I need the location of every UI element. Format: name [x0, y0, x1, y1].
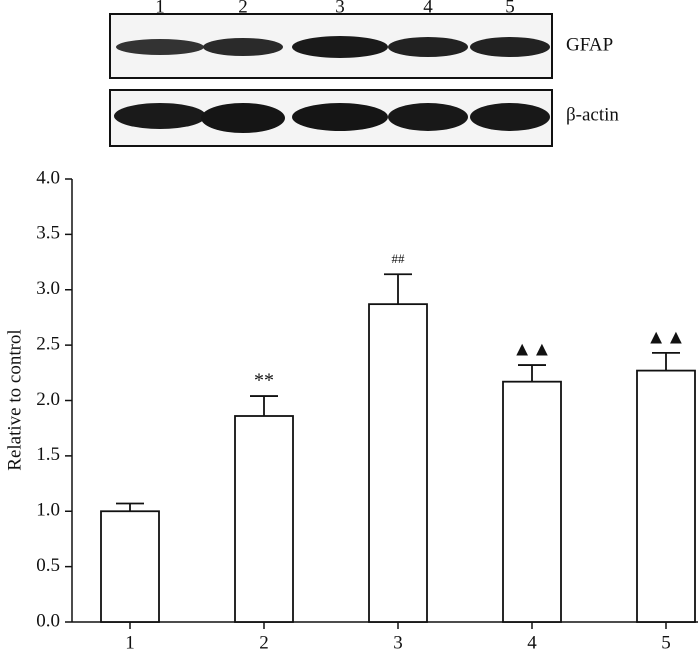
bar [636, 369, 696, 623]
blot-row-label: GFAP [566, 34, 613, 55]
blot-row-label: β-actin [566, 104, 619, 125]
blot-lane-label: 1 [155, 0, 165, 17]
blot-band [203, 38, 283, 56]
y-tick-label: 3.5 [36, 223, 60, 244]
blot-band [114, 103, 206, 129]
bar [100, 510, 160, 623]
error-bar [116, 502, 144, 512]
blot-lane-label: 2 [238, 0, 248, 17]
bar [502, 380, 562, 623]
y-tick-label: 1.0 [36, 500, 60, 521]
y-tick-label: 3.0 [36, 278, 60, 299]
significance-label: ** [254, 370, 274, 392]
blot-lane-label: 3 [335, 0, 345, 17]
blot-lane-label: 5 [505, 0, 515, 17]
significance-label: ## [392, 251, 406, 266]
significance-label: ▲▲ [512, 339, 552, 361]
blot-band [388, 37, 468, 57]
blot-lane-label: 4 [423, 0, 433, 17]
blot-band [470, 37, 550, 57]
y-tick-label: 1.5 [36, 444, 60, 465]
y-tick-label: 2.0 [36, 389, 60, 410]
error-bar [384, 273, 412, 305]
y-tick-label: 4.0 [36, 167, 60, 188]
y-tick-label: 2.5 [36, 333, 60, 354]
x-tick-label: 1 [125, 632, 135, 653]
bar [368, 303, 428, 623]
x-tick-label: 4 [527, 632, 537, 653]
blot-band [116, 39, 204, 55]
western-blot: GFAP β-actin [109, 13, 619, 147]
y-tick-label: 0.0 [36, 610, 60, 631]
error-bar [518, 364, 546, 382]
error-bar [250, 395, 278, 417]
x-tick-label: 3 [393, 632, 403, 653]
x-tick-label: 2 [259, 632, 269, 653]
blot-band [292, 36, 388, 58]
x-tick-label: 5 [661, 632, 671, 653]
y-axis-label: Relative to control [4, 329, 25, 470]
error-bar [652, 351, 680, 371]
blot-band [201, 103, 285, 133]
blot-band [292, 103, 388, 131]
significance-label: ▲▲ [646, 326, 686, 348]
y-tick-label: 0.5 [36, 555, 60, 576]
blot-band [470, 103, 550, 131]
blot-band [388, 103, 468, 131]
bar [234, 415, 294, 623]
